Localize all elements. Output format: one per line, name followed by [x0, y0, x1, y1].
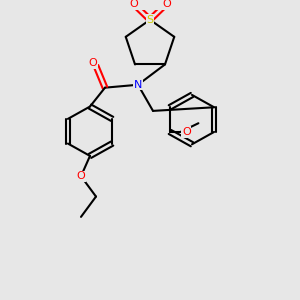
- Text: O: O: [129, 0, 138, 9]
- Text: O: O: [182, 127, 191, 137]
- Text: O: O: [76, 171, 85, 181]
- Text: S: S: [146, 15, 154, 25]
- Text: O: O: [88, 58, 98, 68]
- Text: O: O: [162, 0, 171, 9]
- Text: N: N: [134, 80, 142, 90]
